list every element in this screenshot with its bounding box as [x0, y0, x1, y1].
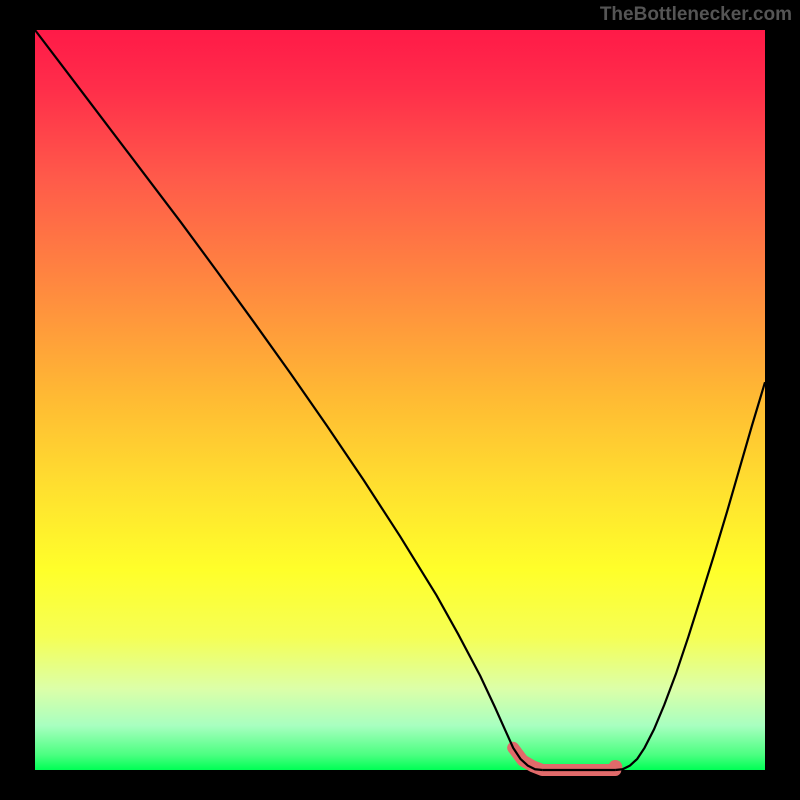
curve-right-branch	[615, 382, 765, 770]
chart-container: TheBottlenecker.com	[0, 0, 800, 800]
plot-area	[35, 30, 765, 770]
watermark-text: TheBottlenecker.com	[600, 4, 792, 26]
curve-left-branch	[35, 30, 542, 770]
highlight-dot	[608, 760, 622, 774]
chart-curves	[35, 30, 765, 770]
